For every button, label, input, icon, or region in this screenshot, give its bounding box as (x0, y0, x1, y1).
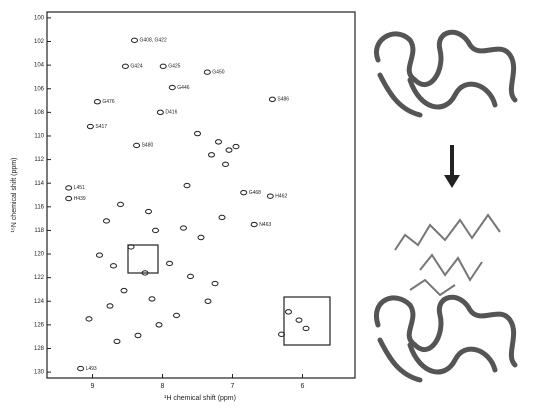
peak-label: S480 (142, 143, 154, 149)
peak (168, 84, 176, 91)
y-tick-label: 106 (34, 86, 45, 92)
peak (240, 189, 248, 196)
peak (77, 365, 85, 372)
peak-label: L451 (74, 185, 85, 191)
peak (134, 332, 142, 339)
peak-label: G408, G422 (140, 38, 167, 44)
peak (215, 139, 222, 145)
y-tick-label: 114 (34, 181, 44, 187)
peak (211, 280, 219, 287)
y-tick-label: 128 (34, 346, 45, 352)
peak (250, 221, 258, 228)
peak (156, 109, 164, 116)
peak (148, 296, 156, 302)
y-tick-label: 112 (34, 157, 44, 163)
side-chains (394, 213, 501, 297)
peak (187, 273, 194, 280)
y-tick-label: 100 (34, 15, 45, 21)
peak-label: G450 (212, 70, 224, 76)
y-tick-label: 130 (34, 370, 45, 376)
peak-label: S486 (277, 97, 289, 103)
peak (85, 316, 93, 322)
peak-label: D416 (165, 110, 177, 116)
peak (127, 244, 135, 250)
peak (96, 252, 103, 258)
peak (232, 143, 240, 150)
peak (183, 182, 191, 189)
y-tick-label: 124 (34, 299, 45, 305)
peak (93, 99, 101, 105)
y-tick-label: 120 (34, 252, 45, 258)
y-tick-label: 116 (34, 204, 44, 210)
plot-frame (46, 11, 356, 379)
protein-structure (374, 29, 518, 383)
peak (133, 142, 141, 149)
peak-label: G468 (249, 190, 261, 196)
x-tick-label: 6 (301, 383, 305, 390)
peak (141, 270, 149, 276)
highlight-box (127, 244, 159, 274)
peak-label: H439 (74, 196, 86, 202)
y-tick-label: 122 (34, 275, 45, 281)
x-tick-label: 8 (161, 383, 165, 390)
y-tick-label: 118 (34, 228, 44, 234)
peak-label: S417 (95, 124, 107, 130)
peak (117, 201, 124, 208)
x-tick-label: 7 (231, 383, 235, 390)
peak (152, 227, 159, 234)
peak (155, 322, 163, 328)
peak (173, 312, 180, 319)
peak (295, 317, 303, 323)
peak (65, 195, 73, 202)
peak (166, 260, 173, 267)
peak (121, 63, 129, 70)
peak-label: G425 (168, 64, 180, 70)
peak (110, 263, 117, 269)
peak (208, 152, 215, 158)
peak (106, 303, 114, 309)
peak-label: G424 (130, 64, 142, 70)
highlight-box (283, 296, 331, 346)
peak (225, 147, 233, 153)
peak (285, 309, 292, 315)
peak-label: N463 (259, 222, 271, 228)
peak (278, 331, 285, 338)
arrow-head (444, 175, 460, 188)
x-tick-label: 9 (91, 383, 95, 390)
peak (266, 193, 274, 199)
peak (120, 287, 128, 294)
peak-label: G476 (102, 99, 114, 105)
peak (180, 225, 187, 231)
y-tick-label: 108 (34, 110, 45, 116)
peak (203, 69, 211, 75)
peak (103, 218, 110, 224)
peak (222, 161, 229, 168)
peak (302, 325, 310, 332)
peak (131, 37, 138, 44)
y-tick-label: 104 (34, 63, 45, 69)
peak (65, 185, 73, 191)
peak-label: H462 (275, 194, 287, 200)
peak (197, 234, 205, 241)
peak-label: L493 (86, 366, 97, 372)
peak (194, 130, 201, 137)
peak (159, 63, 167, 70)
peak (145, 208, 152, 215)
y-tick-label: 110 (34, 134, 44, 140)
y-axis-label: ¹⁵N chemical shift (ppm) (11, 158, 18, 233)
y-tick-label: 126 (34, 322, 45, 328)
y-tick-label: 102 (34, 39, 45, 45)
peak (86, 123, 94, 130)
peak (204, 298, 212, 304)
peak (218, 214, 226, 221)
peak (113, 338, 121, 345)
x-axis-label: ¹H chemical shift (ppm) (164, 395, 236, 402)
peak (268, 96, 276, 103)
peak-label: G446 (177, 85, 189, 91)
